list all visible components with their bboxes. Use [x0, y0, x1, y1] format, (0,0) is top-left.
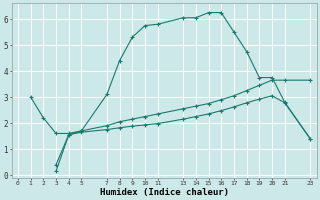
X-axis label: Humidex (Indice chaleur): Humidex (Indice chaleur) — [100, 188, 228, 197]
